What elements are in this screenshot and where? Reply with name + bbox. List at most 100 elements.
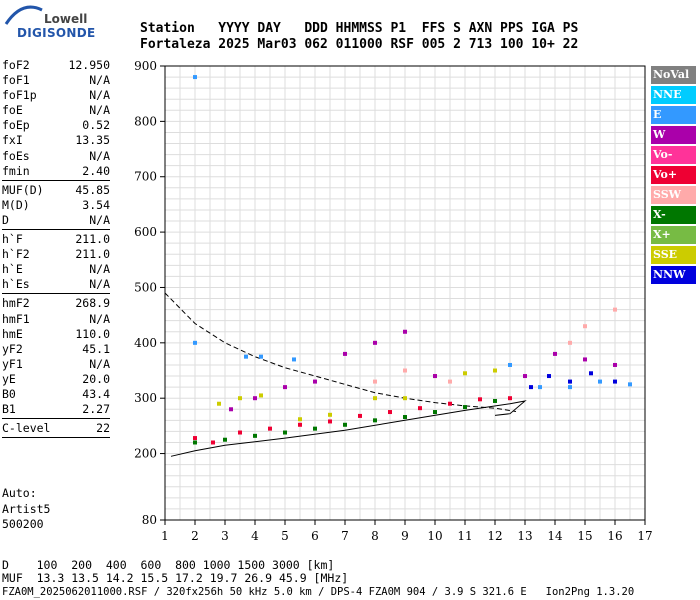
echo-point-vo+ [298, 422, 302, 427]
param-name: h`Es [2, 277, 30, 292]
param-value: 211.0 [75, 247, 110, 262]
echo-point-vo+ [448, 401, 452, 406]
param-name: B1 [2, 402, 16, 417]
auto-info: Auto: Artist5 500200 [2, 486, 50, 533]
legend-item: SSW [651, 186, 696, 204]
echo-point-nnw [568, 379, 572, 384]
param-value: 12.950 [68, 58, 110, 72]
param-value: 2.27 [82, 402, 110, 417]
echo-point-nnw [589, 371, 593, 376]
x-tick-label: 15 [577, 529, 592, 543]
param-row: M(D) 3.54 [2, 198, 110, 213]
param-name: B0 [2, 386, 16, 401]
param-name: yF2 [2, 341, 23, 356]
param-row: hmE 110.0 [2, 327, 110, 342]
header-labels: Station YYYY DAY DDD HHMMSS P1 FFS S AXN… [140, 21, 579, 36]
echo-point-sse [217, 401, 221, 406]
echo-point-w [613, 362, 617, 367]
echo-point-sse [373, 396, 377, 401]
param-name: h`F [2, 232, 23, 247]
param-row: foEp 0.52 [2, 118, 110, 133]
param-row: h`F 211.0 [2, 232, 110, 247]
param-name: foE [2, 103, 23, 118]
digisonde-logo: Lowell DIGISONDE [4, 4, 124, 44]
echo-point-x- [223, 437, 227, 442]
x-tick-label: 13 [517, 529, 532, 543]
param-value: N/A [89, 103, 110, 118]
echo-point-ssw [568, 340, 572, 345]
param-row: D N/A [2, 213, 110, 228]
echo-point-x- [433, 410, 437, 415]
file-info: FZA0M_2025062011000.RSF / 320fx256h 50 k… [2, 586, 635, 598]
echo-point-vo+ [358, 413, 362, 418]
echo-point-nnw [613, 379, 617, 384]
y-tick-label: 200 [134, 447, 157, 461]
echo-point-e [628, 382, 632, 387]
param-row: fxI 13.35 [2, 133, 110, 148]
x-tick-label: 6 [311, 529, 319, 543]
param-row: foF1p N/A [2, 88, 110, 103]
echo-point-e [538, 385, 542, 390]
param-row: MUF(D) 45.85 [2, 183, 110, 198]
echo-point-vo+ [193, 436, 197, 441]
param-name: D [2, 212, 9, 227]
y-tick-label: 80 [142, 513, 157, 527]
echo-point-w [403, 329, 407, 334]
echo-point-x- [253, 433, 257, 438]
y-tick-label: 300 [134, 391, 157, 405]
echo-point-sse [403, 396, 407, 401]
param-row: yF1 N/A [2, 357, 110, 372]
param-name: foF1 [2, 73, 30, 88]
legend-item: NNW [651, 266, 696, 284]
x-tick-label: 16 [607, 529, 622, 543]
param-divider [2, 418, 110, 420]
param-name: hmE [2, 326, 23, 341]
param-row: hmF2 268.9 [2, 296, 110, 311]
echo-point-ssw [403, 368, 407, 373]
echo-point-x- [343, 422, 347, 427]
echo-point-w [313, 379, 317, 384]
param-divider [2, 229, 110, 231]
param-row: foE N/A [2, 103, 110, 118]
param-divider [2, 293, 110, 295]
echo-point-e [193, 340, 197, 345]
param-value: 3.54 [82, 197, 110, 212]
param-row: foEs N/A [2, 149, 110, 164]
echo-point-w [553, 351, 557, 356]
echo-point-x- [463, 405, 467, 410]
echo-point-w [283, 385, 287, 390]
muf-row: MUF 13.3 13.5 14.2 15.5 17.2 19.7 26.9 4… [2, 571, 349, 585]
param-row: B1 2.27 [2, 402, 110, 417]
param-value: N/A [89, 262, 110, 277]
legend: NoVal NNE E W Vo- Vo+ SSW X- X+ SSE NNW [651, 66, 696, 286]
echo-point-e [568, 385, 572, 390]
param-row: B0 43.4 [2, 387, 110, 402]
legend-item: Vo+ [651, 166, 696, 184]
echo-point-nnw [529, 385, 533, 390]
param-name: foEs [2, 148, 30, 163]
auto-artist: Artist5 [2, 501, 51, 516]
param-row: yF2 45.1 [2, 342, 110, 357]
x-tick-label: 9 [401, 529, 409, 543]
param-name: fmin [2, 163, 30, 178]
echo-point-w [373, 340, 377, 345]
legend-item: E [651, 106, 696, 124]
y-tick-label: 500 [134, 280, 157, 294]
y-tick-label: 400 [134, 336, 157, 350]
param-value: 2.40 [82, 163, 110, 178]
param-row: h`Es N/A [2, 277, 110, 292]
echo-point-sse [238, 396, 242, 401]
echo-point-sse [259, 393, 263, 398]
param-name: foF2 [2, 58, 30, 72]
echo-point-ssw [613, 307, 617, 312]
echo-point-x- [313, 426, 317, 431]
param-name: foEp [2, 118, 30, 133]
echo-point-x- [403, 415, 407, 420]
echo-point-w [229, 407, 233, 412]
y-tick-label: 700 [134, 170, 157, 184]
legend-item: X+ [651, 226, 696, 244]
legend-item: W [651, 126, 696, 144]
x-tick-label: 3 [221, 529, 229, 543]
param-name: hmF1 [2, 311, 30, 326]
